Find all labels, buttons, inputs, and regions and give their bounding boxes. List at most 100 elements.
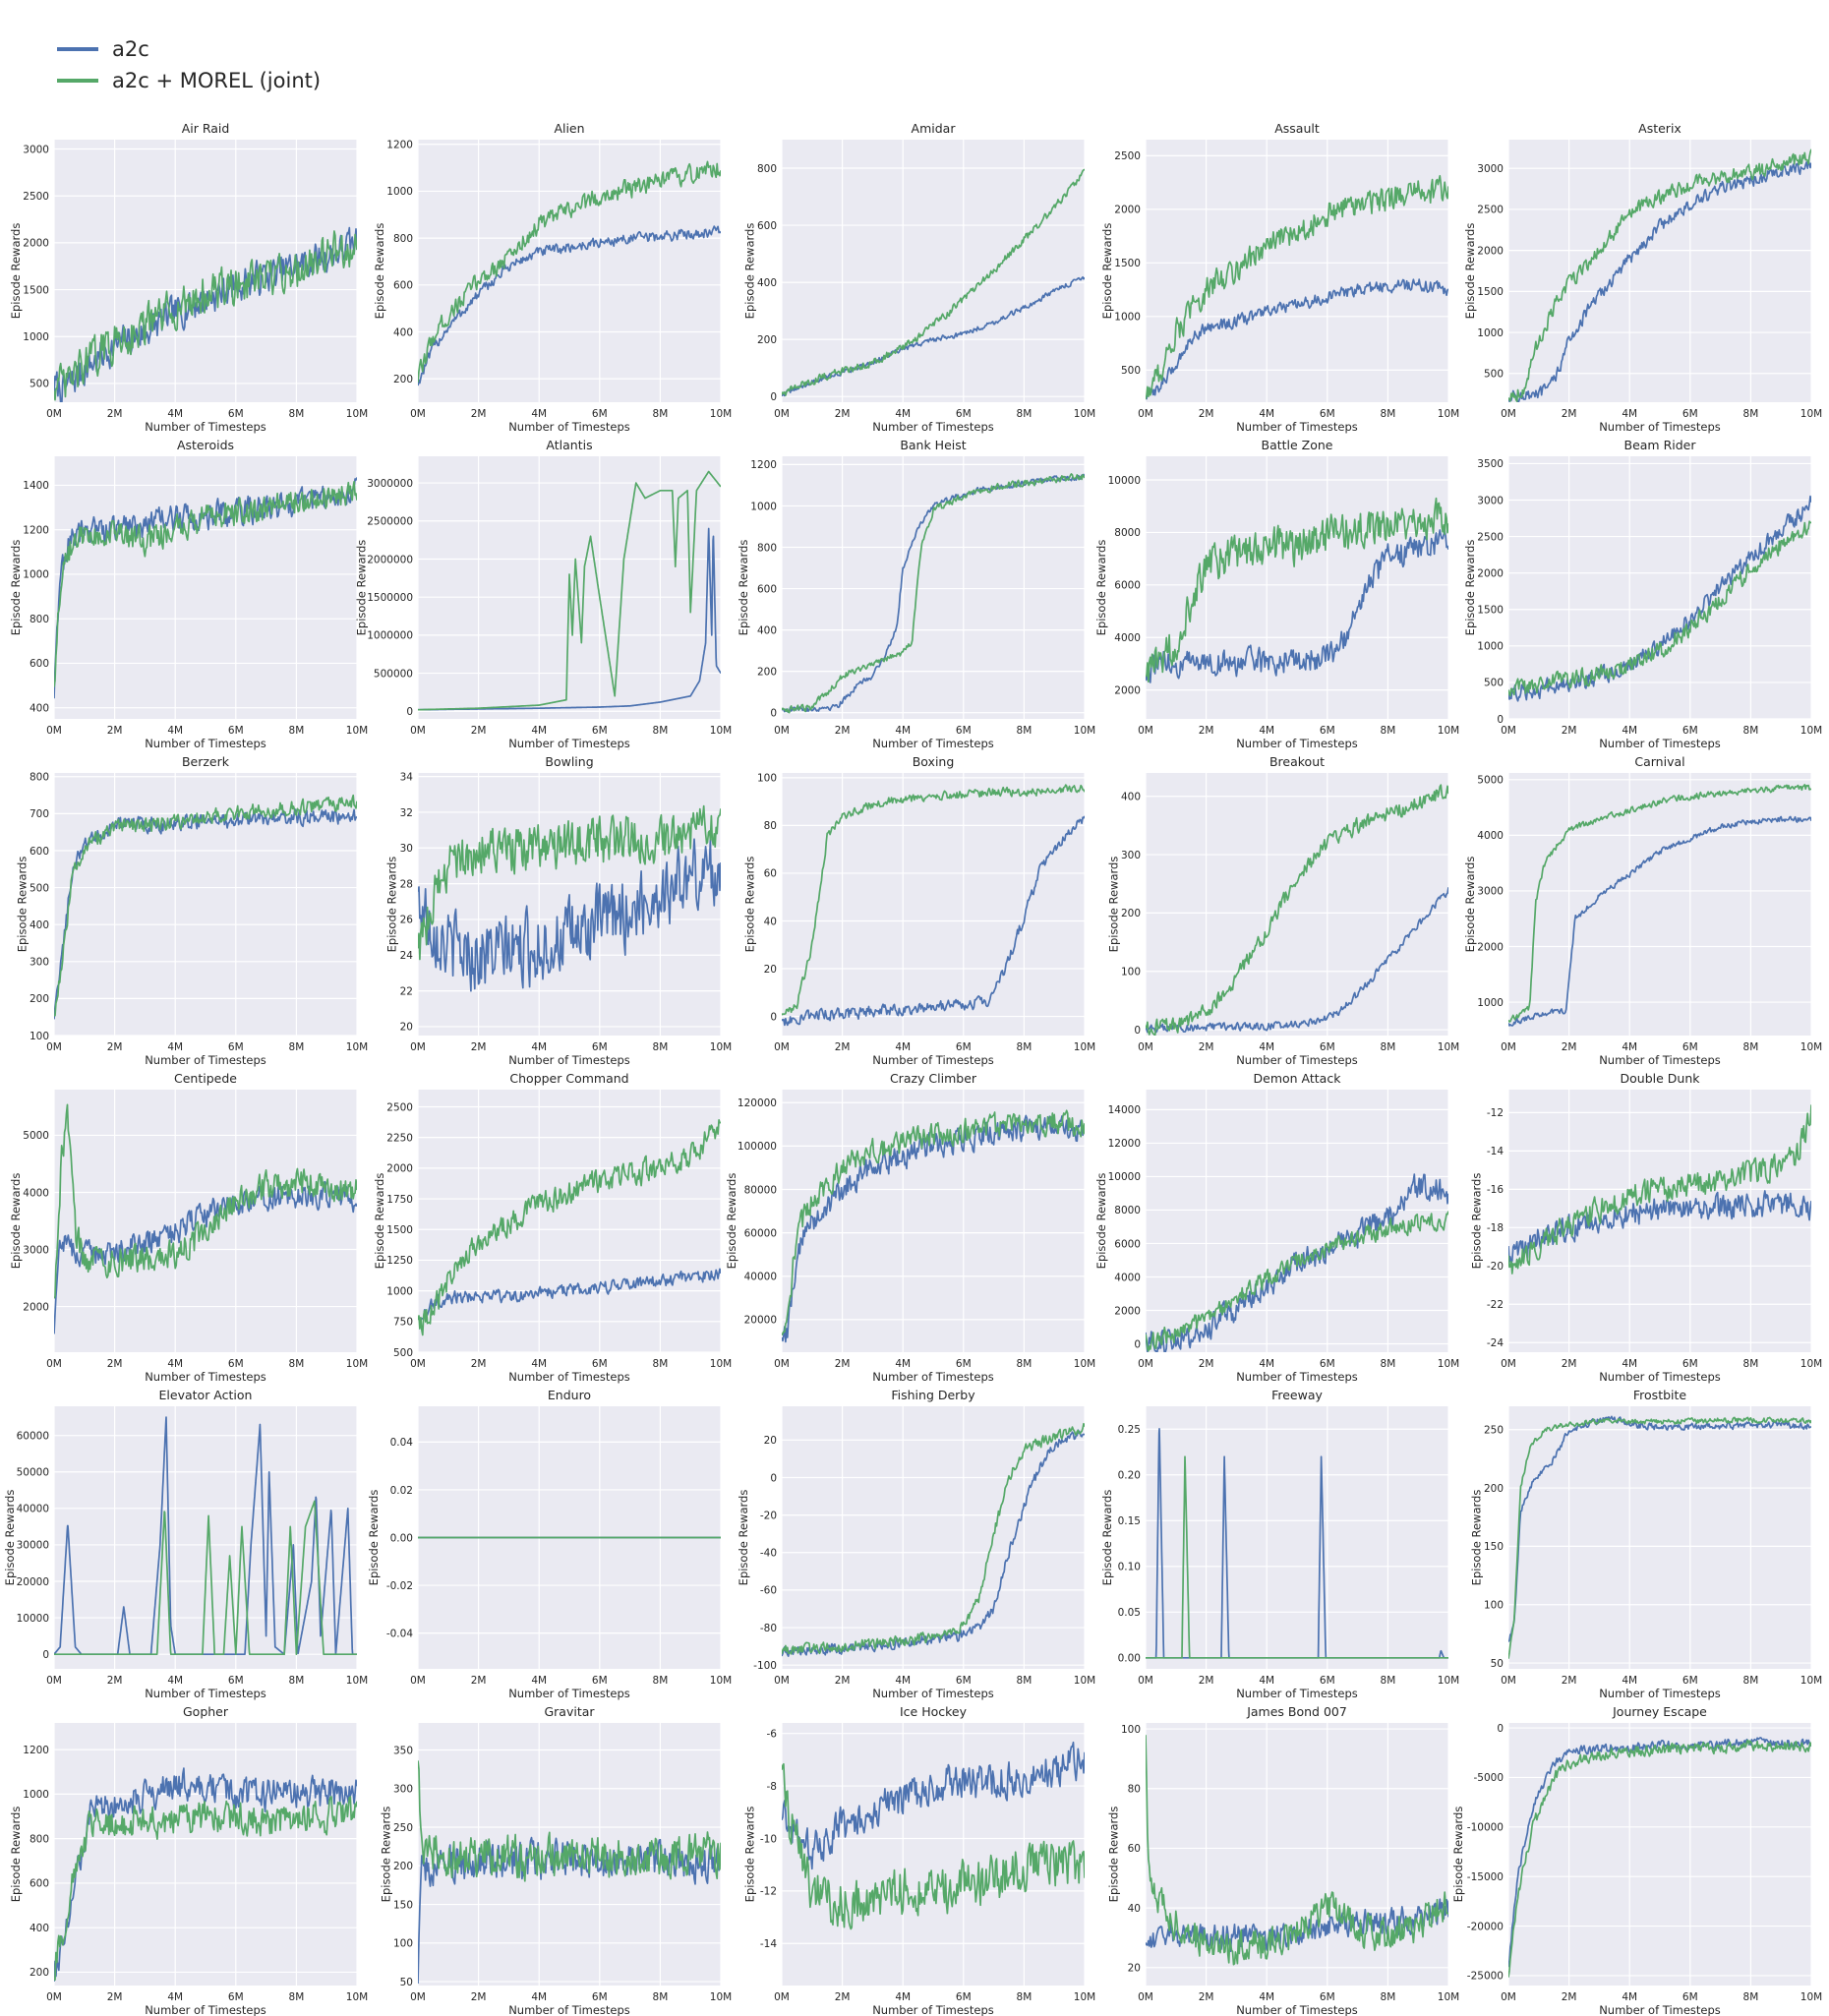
y-tick-label: 200: [757, 334, 777, 346]
y-axis-label-atlantis: Episode Rewards: [355, 540, 369, 636]
x-axis-label-air-raid: Number of Timesteps: [145, 420, 266, 434]
series-line-a2c-morel-joint-carnival: [1508, 784, 1811, 1023]
y-tick-label: 0: [770, 1472, 777, 1484]
x-tick-label: 2M: [471, 1041, 487, 1053]
x-tick-label: 4M: [1622, 725, 1637, 737]
x-tick-label: 6M: [956, 408, 972, 420]
y-tick-label: 0: [1497, 1723, 1504, 1735]
x-axis-label-amidar: Number of Timesteps: [872, 420, 994, 434]
panel-demon-attack: Demon Attack 0M 2M 4M 6M 8M 10M 0 2000 4000 6000 80…: [1094, 1071, 1459, 1384]
x-axis-label-carnival: Number of Timesteps: [1599, 1053, 1721, 1067]
x-tick-label: 2M: [471, 1675, 487, 1687]
series-line-a2c-morel-joint-asterix: [1508, 148, 1811, 402]
y-tick-label: 4000: [1477, 830, 1504, 842]
y-tick-label: 1750: [386, 1194, 413, 1206]
y-tick-label: 400: [1121, 792, 1141, 803]
y-tick-label: 150: [393, 1899, 413, 1911]
series-line-a2c-fishing-derby: [782, 1429, 1085, 1657]
y-tick-label: -25000: [1467, 1971, 1504, 1983]
y-tick-label: 24: [400, 950, 414, 962]
x-tick-label: 4M: [531, 1041, 547, 1053]
y-tick-label: 200: [757, 666, 777, 678]
y-axis-label-enduro: Episode Rewards: [367, 1490, 381, 1586]
x-tick-label: 4M: [1622, 1041, 1637, 1053]
panel-enduro: Enduro 0M 2M 4M 6M 8M 10M -0.04 -0.02 0.00 0.02 0.0…: [367, 1388, 732, 1700]
x-tick-label: 4M: [895, 1991, 911, 2003]
x-tick-label: 10M: [710, 1041, 732, 1053]
x-tick-label: 8M: [1743, 1991, 1759, 2003]
y-tick-label: 800: [757, 163, 777, 175]
x-tick-label: 10M: [1800, 725, 1822, 737]
x-tick-label: 4M: [1622, 1358, 1637, 1370]
x-tick-label: 2M: [107, 1675, 123, 1687]
x-tick-label: 0M: [1138, 725, 1153, 737]
y-tick-label: 400: [30, 702, 49, 714]
panel-air-raid: Air Raid 0M 2M 4M 6M 8M 10M 500 1000 1500 2000 2500…: [9, 121, 368, 434]
x-tick-label: 4M: [1259, 1991, 1274, 2003]
x-tick-label: 10M: [1074, 1358, 1095, 1370]
y-tick-label: 3000: [1477, 886, 1504, 898]
x-tick-label: 0M: [46, 725, 62, 737]
plot-area-alien: [418, 140, 721, 402]
panel-title-fishing-derby: Fishing Derby: [891, 1388, 975, 1402]
x-axis-label-elevator-action: Number of Timesteps: [145, 1687, 266, 1700]
y-tick-label: 1500: [1114, 258, 1141, 269]
panel-boxing: Boxing 0M 2M 4M 6M 8M 10M 0 20 40 60 80 100 Number of…: [742, 754, 1095, 1067]
x-tick-label: 6M: [228, 1041, 244, 1053]
y-tick-label: 0.05: [1118, 1607, 1141, 1619]
y-axis-label-gravitar: Episode Rewards: [379, 1807, 392, 1903]
y-tick-label: 12000: [1108, 1138, 1141, 1150]
x-tick-label: 10M: [346, 1675, 368, 1687]
y-tick-label: 2000: [23, 238, 49, 250]
series-line-a2c-chopper-command: [418, 1268, 721, 1322]
x-tick-label: 6M: [1682, 1991, 1698, 2003]
y-tick-label: 100: [1484, 1600, 1504, 1612]
y-axis-label-elevator-action: Episode Rewards: [3, 1490, 17, 1586]
x-tick-label: 6M: [1320, 1358, 1335, 1370]
x-tick-label: 4M: [895, 1041, 911, 1053]
plot-area-battle-zone: [1146, 456, 1448, 719]
x-tick-label: 10M: [1438, 1675, 1459, 1687]
series-line-a2c-morel-joint-berzerk: [54, 794, 357, 1017]
panel-beam-rider: Beam Rider 0M 2M 4M 6M 8M 10M 0 500 1000 1500 2000 2…: [1463, 438, 1822, 750]
y-tick-label: 200: [30, 1967, 49, 1979]
x-tick-label: 10M: [1074, 1041, 1095, 1053]
y-tick-label: -14: [760, 1938, 777, 1950]
x-tick-label: 10M: [346, 1991, 368, 2003]
x-tick-label: 6M: [1682, 1041, 1698, 1053]
y-tick-label: 500: [1484, 369, 1504, 381]
panel-gravitar: Gravitar 0M 2M 4M 6M 8M 10M 50 100 150 200 250 300 35…: [379, 1704, 732, 2016]
x-tick-label: 8M: [1743, 725, 1759, 737]
x-tick-label: 8M: [1381, 408, 1396, 420]
y-tick-label: 2000: [386, 1163, 413, 1175]
y-tick-label: 2000: [1114, 684, 1141, 696]
y-tick-label: 20000: [17, 1576, 49, 1588]
series-line-a2c-boxing: [782, 815, 1085, 1027]
x-tick-label: 6M: [1320, 408, 1335, 420]
y-tick-label: 3000: [23, 1244, 49, 1256]
y-tick-label: 200: [393, 1861, 413, 1872]
x-tick-label: 10M: [710, 1675, 732, 1687]
plot-area-carnival: [1508, 773, 1811, 1036]
y-tick-label: 400: [757, 277, 777, 289]
x-tick-label: 2M: [1562, 1041, 1577, 1053]
plot-area-crazy-climber: [782, 1090, 1085, 1352]
panel-title-beam-rider: Beam Rider: [1624, 438, 1697, 452]
x-axis-label-demon-attack: Number of Timesteps: [1236, 1370, 1358, 1384]
y-tick-label: 300: [393, 1784, 413, 1796]
y-tick-label: 600: [757, 220, 777, 232]
series-line-a2c-morel-joint-fishing-derby: [782, 1422, 1085, 1655]
panel-title-gopher: Gopher: [183, 1704, 229, 1719]
y-tick-label: 0.25: [1118, 1424, 1141, 1436]
x-axis-label-bank-heist: Number of Timesteps: [872, 737, 994, 750]
x-axis-label-atlantis: Number of Timesteps: [508, 737, 630, 750]
x-tick-label: 8M: [653, 1991, 669, 2003]
x-tick-label: 6M: [956, 1991, 972, 2003]
y-axis-label-chopper-command: Episode Rewards: [373, 1173, 386, 1270]
x-tick-label: 10M: [1074, 725, 1095, 737]
x-tick-label: 2M: [1199, 1675, 1214, 1687]
y-tick-label: -18: [1487, 1222, 1504, 1234]
x-axis-label-asteroids: Number of Timesteps: [145, 737, 266, 750]
series-line-a2c-morel-joint-asteroids: [54, 480, 357, 687]
